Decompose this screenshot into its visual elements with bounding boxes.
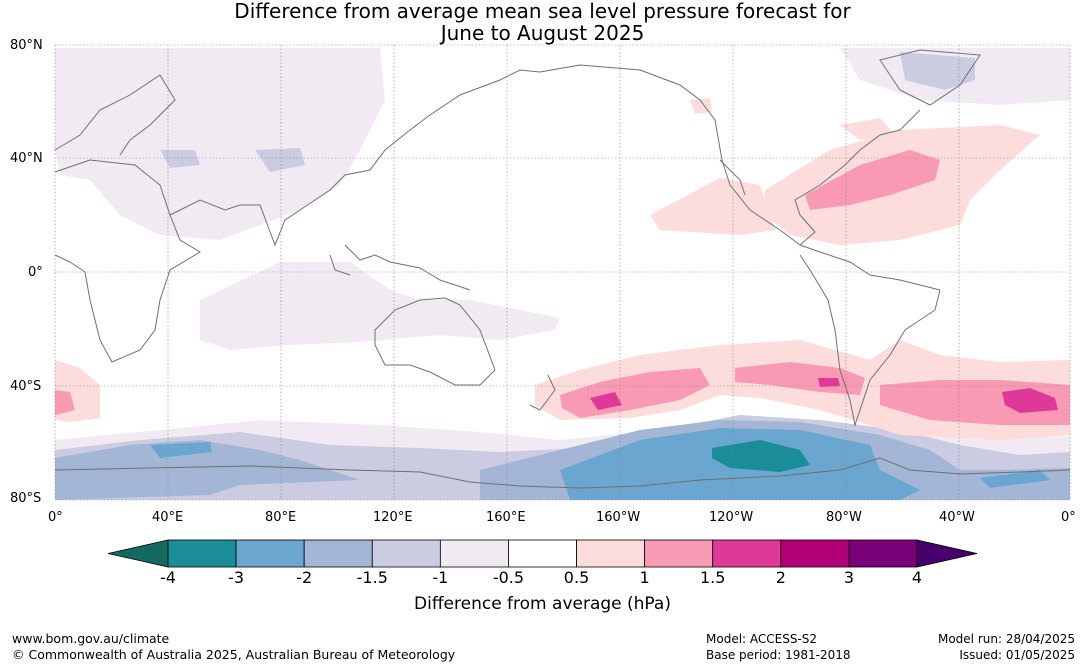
lon-label-40e: 40°E bbox=[152, 510, 184, 525]
legend-colorbar bbox=[107, 539, 978, 568]
legend-swatch bbox=[439, 539, 509, 568]
lon-label-120w: 120°W bbox=[709, 510, 754, 525]
anomaly-shading bbox=[55, 48, 1070, 500]
legend-swatch bbox=[576, 539, 646, 568]
legend-tick-label: 3 bbox=[843, 568, 854, 587]
legend-swatch bbox=[644, 539, 714, 568]
lon-label-160e: 160°E bbox=[486, 510, 526, 525]
lat-label-40n: 40°N bbox=[10, 151, 43, 166]
graticule bbox=[54, 44, 1071, 501]
lon-label-120e: 120°E bbox=[373, 510, 413, 525]
footer-model-run: Model run: 28/04/2025 bbox=[937, 632, 1075, 646]
lon-label-0: 0° bbox=[48, 510, 63, 525]
legend-swatch bbox=[508, 539, 577, 568]
legend-tick-label: -4 bbox=[160, 568, 176, 587]
lon-label-80e: 80°E bbox=[265, 510, 297, 525]
footer-base-period: Base period: 1981-2018 bbox=[706, 648, 851, 662]
lon-label-160w: 160°W bbox=[596, 510, 641, 525]
footer-url[interactable]: www.bom.gov.au/climate bbox=[12, 631, 170, 646]
legend-swatch bbox=[780, 539, 850, 568]
legend-tick-label: 1 bbox=[639, 568, 650, 587]
lon-label-80w: 80°W bbox=[826, 510, 862, 525]
legend-swatch bbox=[848, 539, 918, 568]
map-title-line-1: Difference from average mean sea level p… bbox=[234, 0, 851, 23]
legend-swatch bbox=[371, 539, 441, 568]
legend-extend-low bbox=[107, 539, 169, 568]
legend-tick-label: -2 bbox=[296, 568, 313, 587]
map-title-line-2: June to August 2025 bbox=[440, 21, 645, 45]
legend-swatch bbox=[303, 539, 373, 568]
footer-model: Model: ACCESS-S2 bbox=[706, 632, 818, 646]
lat-label-80n: 80°N bbox=[10, 38, 43, 53]
legend-tick-label: 2 bbox=[775, 568, 786, 587]
footer-issued: Issued: 01/05/2025 bbox=[959, 648, 1075, 662]
coastlines bbox=[54, 49, 1071, 489]
legend-tick-label: 0.5 bbox=[563, 568, 590, 587]
legend-tick-label: 1.5 bbox=[699, 568, 726, 587]
legend-tick-label: -1.5 bbox=[356, 568, 388, 587]
legend-swatch bbox=[712, 539, 782, 568]
legend-extend-high bbox=[916, 539, 978, 568]
lat-label-40s: 40°S bbox=[10, 379, 42, 394]
lon-label-40w: 40°W bbox=[939, 510, 975, 525]
lat-label-0: 0° bbox=[28, 265, 43, 280]
legend-tick-label: -1 bbox=[432, 568, 449, 587]
legend-swatch bbox=[235, 539, 305, 568]
legend-tick-label: -0.5 bbox=[492, 568, 525, 587]
legend-units-label: Difference from average (hPa) bbox=[414, 594, 671, 614]
lat-label-80s: 80°S bbox=[10, 491, 42, 506]
legend-swatch bbox=[167, 539, 237, 568]
legend-tick-label: 4 bbox=[911, 568, 923, 587]
lon-label-0-right: 0° bbox=[1061, 510, 1076, 525]
legend-tick-label: -3 bbox=[228, 568, 245, 587]
footer-copyright: © Commonwealth of Australia 2025, Austra… bbox=[12, 647, 456, 662]
